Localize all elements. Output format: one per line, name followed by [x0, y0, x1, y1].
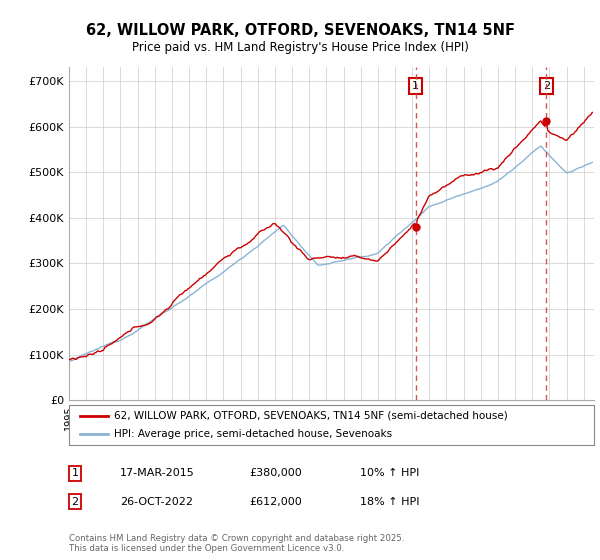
Text: 2: 2 — [71, 497, 79, 507]
Text: Price paid vs. HM Land Registry's House Price Index (HPI): Price paid vs. HM Land Registry's House … — [131, 41, 469, 54]
Text: 18% ↑ HPI: 18% ↑ HPI — [360, 497, 419, 507]
Text: 62, WILLOW PARK, OTFORD, SEVENOAKS, TN14 5NF: 62, WILLOW PARK, OTFORD, SEVENOAKS, TN14… — [86, 24, 515, 38]
Text: 10% ↑ HPI: 10% ↑ HPI — [360, 468, 419, 478]
Text: HPI: Average price, semi-detached house, Sevenoaks: HPI: Average price, semi-detached house,… — [113, 430, 392, 439]
Text: 1: 1 — [71, 468, 79, 478]
Text: 1: 1 — [412, 81, 419, 91]
Text: 62, WILLOW PARK, OTFORD, SEVENOAKS, TN14 5NF (semi-detached house): 62, WILLOW PARK, OTFORD, SEVENOAKS, TN14… — [113, 411, 508, 421]
Text: Contains HM Land Registry data © Crown copyright and database right 2025.
This d: Contains HM Land Registry data © Crown c… — [69, 534, 404, 553]
Text: 17-MAR-2015: 17-MAR-2015 — [120, 468, 195, 478]
Text: £612,000: £612,000 — [249, 497, 302, 507]
Text: 26-OCT-2022: 26-OCT-2022 — [120, 497, 193, 507]
Text: 2: 2 — [543, 81, 550, 91]
Text: £380,000: £380,000 — [249, 468, 302, 478]
